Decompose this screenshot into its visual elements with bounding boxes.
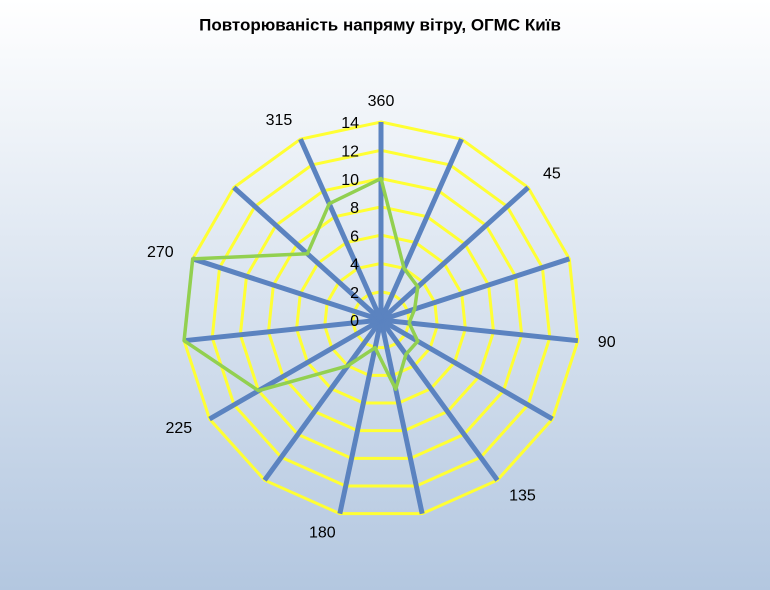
grid-ring	[295, 233, 467, 405]
spoke	[378, 319, 425, 515]
series-line	[182, 176, 420, 393]
spoke	[298, 138, 384, 322]
grid-ring	[266, 205, 496, 433]
category-label: 315	[266, 112, 293, 129]
spoke	[262, 318, 384, 482]
spoke	[208, 317, 383, 422]
spoke	[378, 318, 500, 482]
spoke	[183, 317, 382, 344]
category-label: 225	[166, 420, 193, 437]
tick-label: 8	[350, 200, 359, 217]
category-label: 135	[509, 488, 536, 505]
grid-ring	[182, 120, 580, 516]
tick-label: 10	[341, 172, 359, 189]
category-label: 45	[543, 165, 561, 182]
grid-ring	[323, 261, 439, 377]
tick-label: 14	[341, 115, 359, 132]
tick-label: 6	[350, 228, 359, 245]
tick-label: 12	[341, 144, 359, 161]
spoke	[337, 319, 384, 515]
spoke	[378, 138, 464, 322]
category-label: 360	[368, 93, 395, 110]
spoke	[380, 256, 571, 323]
tick-label: 2	[350, 285, 359, 302]
category-label: 90	[598, 334, 616, 351]
spoke	[379, 185, 530, 322]
chart-title: Повторюваність напряму вітру, ОГМС Київ	[199, 15, 561, 34]
spoke	[380, 317, 579, 344]
spoke	[379, 317, 554, 422]
category-label: 180	[309, 524, 336, 541]
grid-ring	[351, 290, 411, 350]
grid-ring	[238, 177, 524, 460]
spoke	[191, 256, 382, 323]
tick-label: 4	[350, 257, 359, 274]
grid-ring	[210, 148, 552, 488]
category-label: 270	[147, 244, 174, 261]
tick-label: 0	[350, 313, 359, 330]
